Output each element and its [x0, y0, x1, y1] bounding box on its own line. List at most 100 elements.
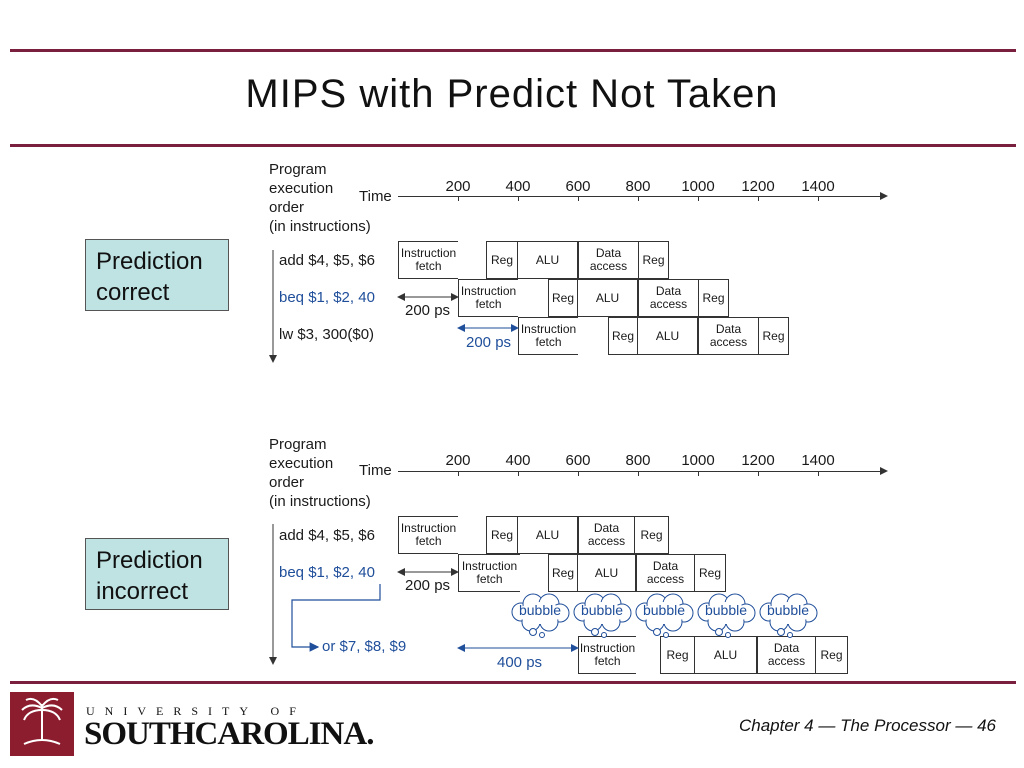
- time-axis: [398, 192, 888, 200]
- time-tick: [698, 196, 699, 201]
- bubble-label: bubble: [766, 602, 810, 618]
- time-tick: [698, 471, 699, 476]
- logo-line-1: UNIVERSITY OF: [86, 704, 306, 718]
- time-axis: [398, 467, 888, 475]
- order-label-line-4: (in instructions): [269, 493, 371, 510]
- stage-alu: ALU: [518, 516, 578, 554]
- stage-reg-write: Reg: [638, 241, 669, 279]
- stage-reg-write: Reg: [634, 516, 669, 554]
- bubble: bubble: [695, 592, 757, 638]
- footer-rule: [10, 681, 1016, 684]
- time-tick-label: 800: [625, 178, 651, 195]
- time-tick-label: 600: [565, 178, 591, 195]
- delay-label: 400 ps: [497, 654, 543, 671]
- bubble-label: bubble: [580, 602, 624, 618]
- stage-instruction-fetch: Instruction fetch: [578, 636, 636, 674]
- time-tick: [458, 471, 459, 476]
- time-tick-label: 1000: [681, 452, 715, 469]
- stage-instruction-fetch: Instruction fetch: [518, 317, 578, 355]
- stage-reg-write: Reg: [815, 636, 848, 674]
- delay-label: 200 ps: [466, 334, 512, 351]
- bubble: bubble: [571, 592, 633, 638]
- stage-data-access: Data access: [578, 516, 634, 554]
- time-tick-label: 200: [445, 452, 471, 469]
- time-tick: [818, 196, 819, 201]
- instruction-add: add $4, $5, $6: [279, 527, 375, 544]
- time-tick: [518, 471, 519, 476]
- instruction-beq: beq $1, $2, 40: [279, 564, 375, 581]
- time-tick-label: 1200: [741, 452, 775, 469]
- time-tick-label: 400: [505, 452, 531, 469]
- time-tick-label: 1200: [741, 178, 775, 195]
- stage-reg-write: Reg: [694, 554, 726, 592]
- order-label-line-3: order: [269, 199, 305, 216]
- time-tick-label: 1000: [681, 178, 715, 195]
- time-tick: [758, 471, 759, 476]
- order-label-line-4: (in instructions): [269, 218, 371, 235]
- palmetto-logo-icon: [10, 692, 74, 756]
- callout-prediction-incorrect: Prediction incorrect: [85, 538, 229, 610]
- top-rule: [10, 49, 1016, 52]
- time-tick: [458, 196, 459, 201]
- stage-reg-write: Reg: [758, 317, 789, 355]
- time-tick-label: 1400: [801, 452, 835, 469]
- stage-alu: ALU: [638, 317, 698, 355]
- stage-data-access: Data access: [638, 279, 698, 317]
- bubble-label: bubble: [518, 602, 562, 618]
- stage-data-access: Data access: [698, 317, 758, 355]
- time-tick-label: 400: [505, 178, 531, 195]
- time-tick: [638, 196, 639, 201]
- instruction-or: or $7, $8, $9: [322, 638, 407, 655]
- time-tick-label: 1400: [801, 178, 835, 195]
- bubble-label: bubble: [642, 602, 686, 618]
- time-label: Time: [359, 462, 392, 479]
- bubble-label: bubble: [704, 602, 748, 618]
- stage-reg-read: Reg: [660, 636, 695, 674]
- stage-data-access: Data access: [636, 554, 694, 592]
- stage-reg-read: Reg: [548, 554, 578, 592]
- time-tick-label: 200: [445, 178, 471, 195]
- time-label: Time: [359, 188, 392, 205]
- bubble: bubble: [757, 592, 819, 638]
- time-tick: [758, 196, 759, 201]
- stage-data-access: Data access: [578, 241, 638, 279]
- time-tick-label: 800: [625, 452, 651, 469]
- time-tick: [578, 471, 579, 476]
- stage-instruction-fetch: Instruction fetch: [398, 241, 458, 279]
- footer-chapter-label: Chapter 4 — The Processor — 46: [738, 716, 996, 735]
- stage-alu: ALU: [518, 241, 578, 279]
- stage-alu: ALU: [578, 279, 638, 317]
- slide-title: MIPS with Predict Not Taken: [245, 72, 779, 116]
- instruction-lw: lw $3, 300($0): [279, 326, 375, 343]
- order-label-line-1: Program: [269, 161, 327, 178]
- time-tick: [638, 471, 639, 476]
- stage-alu: ALU: [578, 554, 636, 592]
- time-tick-label: 600: [565, 452, 591, 469]
- time-tick: [518, 196, 519, 201]
- order-label-line-2: execution: [269, 180, 334, 197]
- bubble: bubble: [509, 592, 571, 638]
- stage-instruction-fetch: Instruction fetch: [458, 554, 520, 592]
- stage-data-access: Data access: [757, 636, 815, 674]
- stage-reg-write: Reg: [698, 279, 729, 317]
- bubble: bubble: [633, 592, 695, 638]
- stage-instruction-fetch: Instruction fetch: [398, 516, 458, 554]
- time-tick: [818, 471, 819, 476]
- stage-instruction-fetch: Instruction fetch: [458, 279, 518, 317]
- stage-reg-read: Reg: [486, 516, 518, 554]
- order-label-line-1: Program: [269, 436, 327, 453]
- order-label-line-2: execution: [269, 455, 334, 472]
- stage-reg-read: Reg: [608, 317, 638, 355]
- logo-line-2: SOUTHCAROLINA.: [84, 716, 374, 752]
- stage-alu: ALU: [695, 636, 757, 674]
- time-tick: [578, 196, 579, 201]
- instruction-beq: beq $1, $2, 40: [279, 289, 375, 306]
- instruction-add: add $4, $5, $6: [279, 252, 375, 269]
- delay-label: 200 ps: [405, 302, 451, 319]
- stage-reg-read: Reg: [486, 241, 518, 279]
- callout-prediction-correct: Prediction correct: [85, 239, 229, 311]
- order-label-line-3: order: [269, 474, 305, 491]
- title-rule: [10, 144, 1016, 147]
- delay-label: 200 ps: [405, 577, 451, 594]
- stage-reg-read: Reg: [548, 279, 578, 317]
